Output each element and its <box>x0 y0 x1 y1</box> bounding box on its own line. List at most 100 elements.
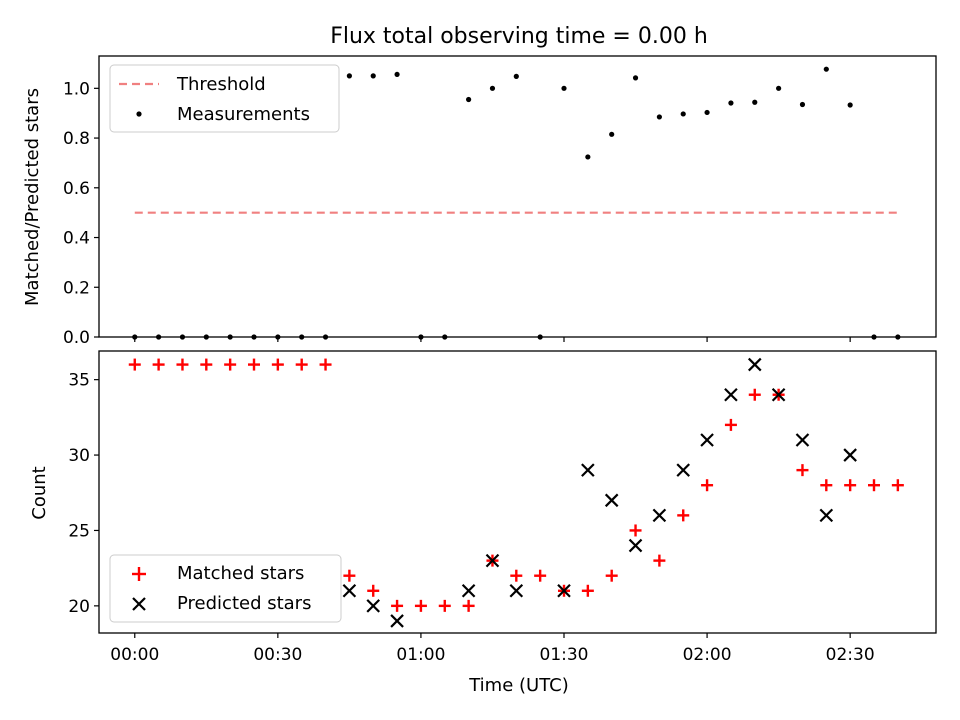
measurement-point <box>203 334 209 340</box>
legend-threshold-label: Threshold <box>176 74 266 95</box>
measurements-points <box>132 66 901 340</box>
predicted-star-point <box>509 583 524 598</box>
measurement-point <box>489 85 496 91</box>
top-y-tick-label: 0.4 <box>63 229 90 249</box>
measurement-point <box>275 334 281 340</box>
top-y-tick-label: 0.2 <box>63 278 90 298</box>
top-y-tick-label: 0.8 <box>63 129 90 149</box>
measurement-point <box>704 109 710 116</box>
predicted-star-point <box>390 614 404 628</box>
predicted-star-point <box>843 448 857 462</box>
top-panel: 0.0 0.2 0.4 0.6 0.8 1.0 Matched/Predicted sta… <box>22 55 937 348</box>
bottom-panel-frame <box>98 350 937 634</box>
measurement-point <box>561 85 567 91</box>
predicted-star-point <box>581 463 595 477</box>
matched-star-point <box>701 479 714 492</box>
measurement-point <box>776 85 782 91</box>
top-x-axis-ticks <box>134 337 851 342</box>
bottom-y-tick-label: 20 <box>68 597 90 617</box>
matched-star-point <box>176 358 189 371</box>
predicted-star-point <box>700 433 714 447</box>
bottom-y-tick-label: 30 <box>68 446 90 466</box>
x-tick-label: 00:00 <box>110 645 159 665</box>
predicted-star-point <box>604 493 619 508</box>
measurement-point <box>466 96 472 103</box>
x-tick-label: 00:30 <box>253 645 302 665</box>
predicted-star-point <box>342 583 357 598</box>
matched-star-point <box>200 358 213 371</box>
legend-measurements-swatch <box>136 111 142 117</box>
matched-star-point <box>248 358 260 371</box>
matched-star-point <box>629 524 642 537</box>
top-legend: Threshold Measurements <box>109 64 340 133</box>
matched-star-point <box>224 358 237 371</box>
top-y-axis: 0.0 0.2 0.4 0.6 0.8 1.0 <box>63 79 99 348</box>
bottom-y-tick-label: 35 <box>68 371 90 391</box>
predicted-star-point <box>628 538 643 553</box>
matched-star-point <box>319 358 332 371</box>
matched-star-point <box>605 569 618 582</box>
measurement-point <box>442 334 448 340</box>
measurement-point <box>895 334 901 340</box>
matched-star-point <box>414 599 427 612</box>
matched-star-point <box>748 388 761 401</box>
measurement-point <box>156 334 162 340</box>
top-y-tick-label: 0.0 <box>63 328 90 348</box>
predicted-star-point <box>747 357 762 372</box>
predicted-star-point <box>652 508 667 523</box>
top-y-tick-label: 1.0 <box>63 79 90 99</box>
bottom-legend: Matched stars Predicted stars <box>109 554 342 623</box>
measurement-point <box>799 101 806 108</box>
measurement-point <box>537 334 543 340</box>
bottom-x-axis: 00:00 00:30 01:00 01:30 02:00 02:30 <box>110 633 875 665</box>
matched-star-point <box>295 358 308 371</box>
bottom-y-axis-label: Count <box>29 466 50 519</box>
x-tick-label: 02:30 <box>826 645 875 665</box>
legend-matched-label: Matched stars <box>177 563 304 584</box>
top-y-tick-label: 0.6 <box>63 179 90 199</box>
measurement-point <box>513 73 519 79</box>
matched-star-point <box>438 599 451 612</box>
matched-star-point <box>868 479 880 492</box>
matched-star-point <box>796 464 809 477</box>
x-tick-label: 02:00 <box>683 645 732 665</box>
legend-predicted-swatch <box>132 597 146 611</box>
matched-star-point <box>271 358 284 371</box>
top-legend-box <box>109 64 340 133</box>
matched-star-point <box>510 569 523 582</box>
measurement-point <box>179 334 186 340</box>
matched-star-point <box>367 584 380 597</box>
measurement-point <box>251 334 257 340</box>
predicted-star-point <box>676 463 691 477</box>
top-panel-frame <box>98 55 937 338</box>
predicted-star-point <box>724 387 738 402</box>
predicted-star-point <box>795 433 810 447</box>
matched-star-point <box>128 358 141 371</box>
count-points <box>128 357 904 628</box>
measurement-point <box>871 334 877 340</box>
measurement-point <box>322 334 329 340</box>
x-axis-label: Time (UTC) <box>468 675 569 696</box>
matched-star-point <box>343 569 356 582</box>
measurement-point <box>346 73 352 79</box>
measurement-point <box>680 111 686 117</box>
top-y-axis-label: Matched/Predicted stars <box>22 88 43 306</box>
predicted-star-point <box>819 508 834 523</box>
measurement-point <box>847 102 853 108</box>
predicted-star-point <box>557 583 571 598</box>
bottom-y-axis: 20 25 30 35 <box>68 371 99 617</box>
matched-star-point <box>844 479 857 492</box>
measurement-point <box>609 131 615 137</box>
chart-title: Flux total observing time = 0.00 h <box>330 24 708 49</box>
legend-predicted-label: Predicted stars <box>177 593 311 614</box>
matched-star-point <box>534 569 547 582</box>
measurement-point <box>132 334 138 340</box>
measurement-point <box>752 99 758 105</box>
bottom-legend-box <box>109 554 342 623</box>
matched-star-point <box>581 584 594 597</box>
matched-star-point <box>391 599 404 612</box>
measurement-point <box>728 100 734 106</box>
x-tick-label: 01:00 <box>396 645 445 665</box>
